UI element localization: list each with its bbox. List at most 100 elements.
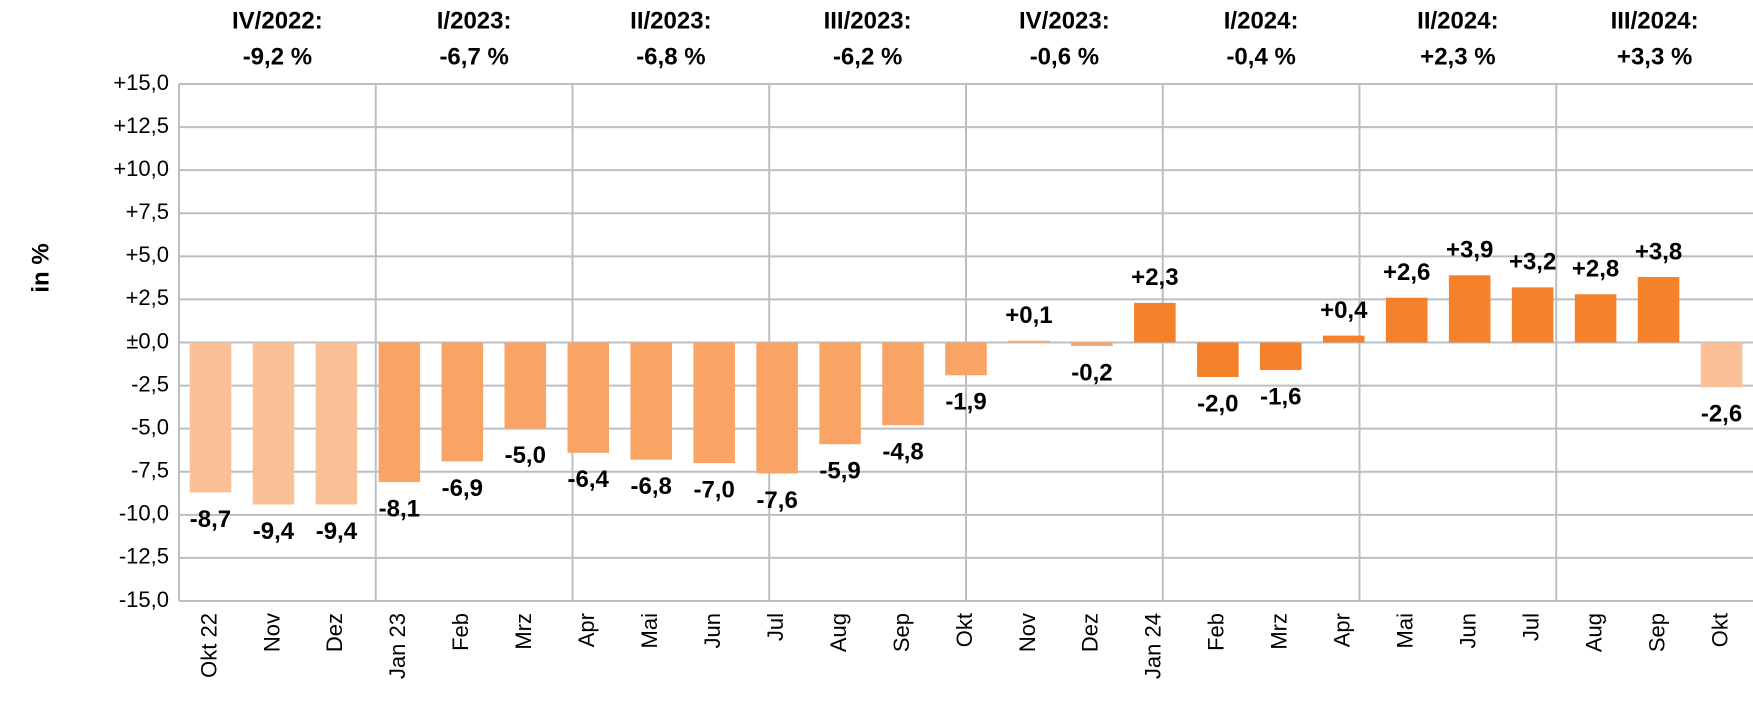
quarter-change: +3,3 % (1617, 43, 1692, 70)
y-tick-label: +5,0 (126, 242, 169, 267)
x-tick-label: Jul (763, 613, 788, 641)
bar (1260, 342, 1302, 371)
data-label: +3,9 (1446, 237, 1493, 264)
bar (945, 342, 987, 376)
x-tick-label: Mrz (1267, 613, 1292, 650)
x-tick-label: Okt 22 (196, 613, 221, 678)
x-tick-label: Sep (1644, 613, 1669, 652)
quarter-change: -6,7 % (439, 43, 508, 70)
y-tick-label: -12,5 (119, 544, 169, 569)
x-tick-label: Jul (1518, 613, 1543, 641)
quarter-period: III/2023: (824, 7, 912, 34)
x-tick-label: Mai (637, 613, 662, 648)
data-label: +3,8 (1635, 238, 1682, 265)
bar (1134, 302, 1176, 343)
x-tick-label: Aug (1581, 613, 1606, 652)
x-tick-label: Mai (1393, 613, 1418, 648)
bar (819, 342, 861, 445)
bar (882, 342, 924, 426)
quarter-period: III/2024: (1611, 7, 1699, 34)
data-label: +0,1 (1005, 302, 1052, 329)
x-tick-label: Dez (1078, 613, 1103, 652)
y-tick-label: +7,5 (126, 199, 169, 224)
data-label: +2,3 (1131, 264, 1178, 291)
quarter-period: II/2024: (1417, 7, 1498, 34)
quarter-period: IV/2023: (1019, 7, 1110, 34)
data-label: -1,6 (1260, 383, 1301, 410)
y-tick-label: +10,0 (113, 156, 169, 181)
data-label: -5,0 (505, 442, 546, 469)
bar (630, 342, 672, 460)
data-label: -2,6 (1701, 401, 1742, 428)
x-tick-label: Mrz (511, 613, 536, 650)
x-tick-label: Jun (700, 613, 725, 648)
x-tick-label: Sep (889, 613, 914, 652)
data-label: -0,2 (1071, 359, 1112, 386)
bar (1637, 277, 1680, 343)
y-tick-label: -15,0 (119, 587, 169, 612)
quarter-change: -6,2 % (833, 43, 902, 70)
data-label: -4,8 (882, 439, 923, 466)
quarter-change: -0,4 % (1226, 43, 1295, 70)
data-label: -2,0 (1197, 390, 1238, 417)
quarter-period: IV/2022: (232, 7, 323, 34)
x-tick-label: Dez (322, 613, 347, 652)
y-tick-label: +2,5 (126, 285, 169, 310)
bar (252, 342, 295, 505)
y-tick-label: -2,5 (131, 371, 169, 396)
bar (1574, 294, 1617, 343)
x-tick-label: Feb (1204, 613, 1229, 651)
bar (756, 342, 798, 474)
bar (315, 342, 358, 505)
bar (693, 342, 735, 464)
x-tick-label: Aug (826, 613, 851, 652)
data-label: +3,2 (1509, 249, 1556, 276)
y-tick-label: +15,0 (113, 70, 169, 95)
data-label: +0,4 (1320, 297, 1368, 324)
data-label: -8,7 (190, 506, 231, 533)
y-tick-label: -10,0 (119, 501, 169, 526)
data-label: -6,8 (631, 473, 672, 500)
bar (1197, 342, 1239, 377)
bar (1700, 342, 1743, 388)
data-label: +2,8 (1572, 256, 1619, 283)
bar (189, 342, 232, 493)
x-tick-label: Apr (1330, 613, 1355, 647)
bar (1385, 297, 1428, 343)
bar (1511, 287, 1554, 343)
data-label: +2,6 (1383, 259, 1430, 286)
x-tick-label: Jan 23 (385, 613, 410, 679)
x-tick-label: Feb (448, 613, 473, 651)
x-tick-label: Nov (1015, 613, 1040, 652)
bar (441, 342, 484, 462)
quarter-period: I/2024: (1224, 7, 1299, 34)
y-tick-label: ±0,0 (126, 328, 169, 353)
y-tick-label: +12,5 (113, 113, 169, 138)
bar (1008, 340, 1050, 343)
data-label: -6,9 (442, 475, 483, 502)
data-label: -9,4 (253, 518, 295, 545)
x-tick-label: Okt (952, 613, 977, 647)
quarter-change: -9,2 % (243, 43, 312, 70)
y-tick-label: -7,5 (131, 458, 169, 483)
y-axis-title: in % (27, 243, 54, 292)
data-label: -9,4 (316, 518, 358, 545)
bar (1322, 335, 1365, 343)
y-tick-label: -5,0 (131, 414, 169, 439)
data-label: -7,0 (693, 476, 734, 503)
bar (1448, 275, 1491, 343)
quarter-period: I/2023: (437, 7, 512, 34)
x-tick-label: Apr (574, 613, 599, 647)
data-label: -7,6 (756, 487, 797, 514)
data-label: -1,9 (945, 389, 986, 416)
quarter-period: II/2023: (630, 7, 711, 34)
quarter-change: -6,8 % (636, 43, 705, 70)
bar (567, 342, 610, 453)
bar (378, 342, 421, 483)
data-label: -5,9 (819, 458, 860, 485)
quarter-change: -0,6 % (1030, 43, 1099, 70)
x-tick-label: Jun (1455, 613, 1480, 648)
data-label: -8,1 (379, 495, 420, 522)
bar (1071, 342, 1113, 346)
